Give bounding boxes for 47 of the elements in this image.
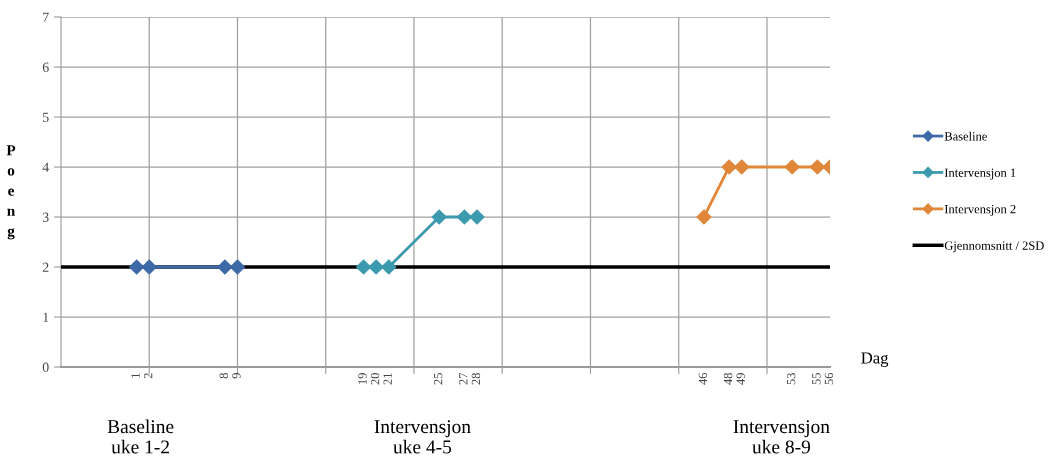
y-tick-label: 2 (42, 262, 49, 272)
x-tick-label: 8 (219, 373, 229, 379)
legend-label: Gjennomsnitt / 2SD (944, 241, 1044, 253)
x-tick-label: 46 (698, 372, 708, 385)
x-tick-label: 9 (232, 373, 241, 379)
point (355, 259, 372, 275)
point (229, 259, 246, 275)
point (696, 209, 712, 225)
point (368, 259, 384, 275)
x-tick-label: 21 (383, 373, 392, 385)
x-tick-label: 53 (786, 373, 796, 385)
legend-label: Intervensjon 1 (944, 168, 1016, 180)
x-tick-label: 55 (812, 373, 821, 385)
y-tick-label: 4 (42, 162, 49, 172)
y-tick-label: 6 (42, 62, 49, 72)
y-tick-label: 0 (42, 362, 49, 372)
point (431, 209, 447, 225)
point (809, 159, 825, 175)
y-tick-label: 3 (42, 212, 49, 222)
legend-label: Intervensjon 2 (944, 204, 1016, 216)
x-tick-label: 28 (471, 373, 481, 385)
point (129, 259, 145, 275)
point (721, 159, 737, 175)
y-tick-label: 5 (43, 112, 49, 122)
x-axis-title: Dag (861, 352, 889, 367)
x-tick-label: 2 (143, 373, 153, 379)
point (381, 259, 397, 275)
point (456, 209, 472, 225)
legend-label: Baseline (944, 131, 987, 141)
x-tick-label: 56 (824, 372, 834, 385)
x-tick-label: 48 (723, 373, 733, 385)
text: Intervensjon uke 4-5 (374, 420, 471, 454)
x-tick-label: 20 (370, 373, 380, 385)
y-tick-label: 1 (43, 312, 49, 322)
point (469, 209, 485, 225)
x-tick-label: 25 (433, 373, 443, 385)
y-tick-label: 7 (43, 12, 49, 22)
x-tick-label: 49 (736, 373, 745, 385)
point (784, 159, 800, 175)
y-axis-title: Poeng (6, 145, 16, 240)
x-tick-label: 1 (131, 373, 140, 378)
point (734, 159, 750, 175)
text: Intervensjon uke 8-9 (733, 420, 830, 454)
x-tick-label: 27 (459, 372, 468, 385)
point (141, 259, 157, 275)
x-tick-label: 19 (358, 373, 367, 384)
text: Baseline uke 1-2 (107, 419, 174, 454)
